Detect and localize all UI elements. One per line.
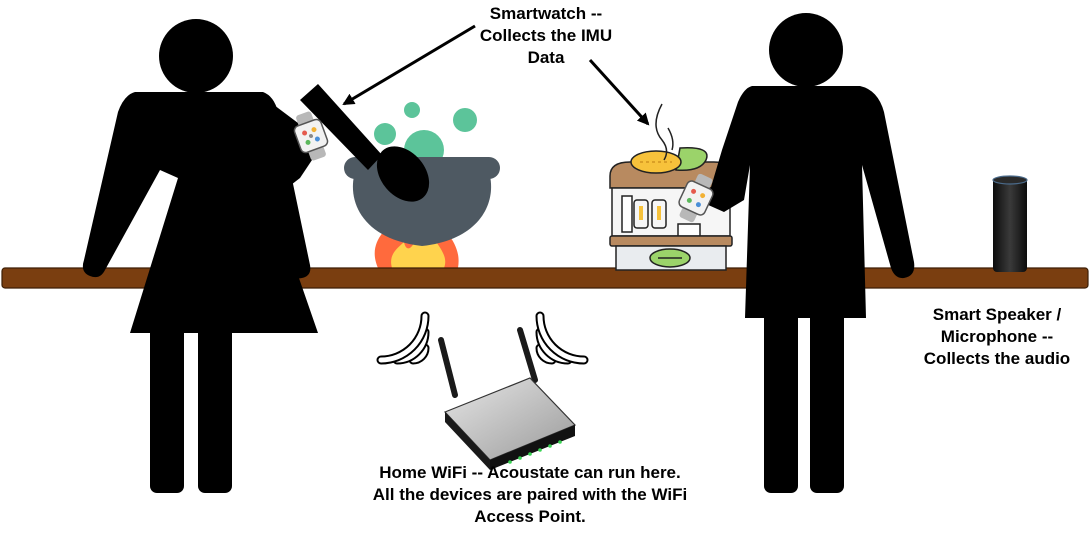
wifi-signal-right-icon [535,311,589,365]
smartwatch-left-icon [293,111,329,161]
wifi-router-icon [438,327,577,470]
person-left-silhouette-icon [82,19,320,493]
wifi-arc [410,345,428,363]
person-right-silhouette-icon [706,13,915,493]
smart-speaker-icon [992,175,1028,272]
smartwatch-right-icon [678,173,714,223]
wifi-signal-left-icon [376,311,430,365]
router-label: Home WiFi -- Acoustate can run here. All… [372,463,688,526]
speaker-label: Smart Speaker / Microphone -- Collects t… [923,305,1071,368]
wifi-arc [537,345,555,363]
arrow-to-right-watch [588,58,650,126]
spoon-icon [300,84,430,202]
arrow-to-left-watch [342,24,476,106]
wifi-arc [537,313,587,363]
smartwatch-label: Smartwatch -- Collects the IMU Data [479,4,613,67]
wifi-arc [378,313,428,363]
